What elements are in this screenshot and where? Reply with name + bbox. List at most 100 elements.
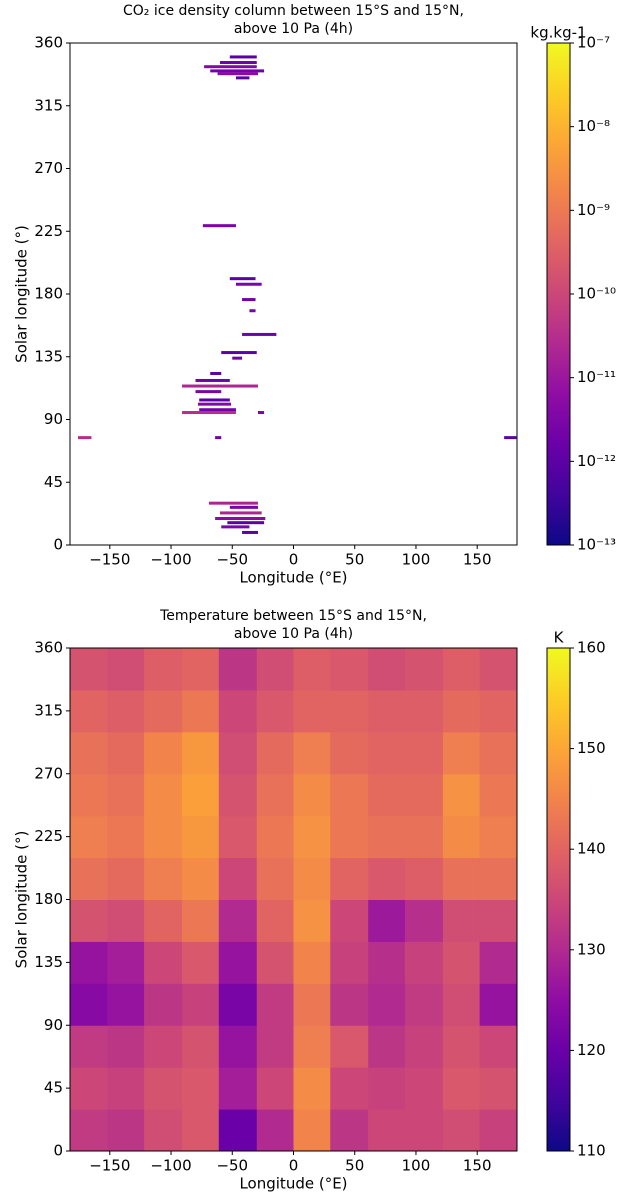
ice-segment (202, 224, 236, 228)
heat-cell (442, 689, 481, 733)
heat-cell (107, 648, 145, 691)
heat-cell (368, 731, 406, 775)
ice-segment (210, 371, 222, 375)
heat-cell (330, 648, 369, 691)
heat-cell (293, 1025, 331, 1068)
heat-cell (330, 689, 369, 733)
chart-title: above 10 Pa (4h) (234, 21, 353, 37)
colorbar-label: K (554, 629, 565, 647)
heat-cell (293, 731, 331, 775)
heat-cell (107, 815, 145, 859)
heat-cell (442, 857, 481, 900)
chart-title: above 10 Pa (4h) (234, 626, 353, 642)
heat-cell (479, 941, 518, 984)
y-tick-label: 315 (34, 96, 63, 114)
y-axis-label: Solar longitude (°) (13, 225, 31, 363)
ice-segment (227, 521, 265, 525)
heat-cell (70, 899, 108, 942)
heat-cell (404, 773, 444, 817)
ice-segment (220, 61, 257, 65)
colorbar-tick-label: 10⁻⁸ (577, 117, 610, 135)
colorbar-tick-label: 140 (577, 840, 606, 858)
heat-cell (293, 689, 331, 733)
heat-cell (107, 983, 145, 1026)
heat-cell (404, 815, 444, 859)
heat-cell (330, 941, 369, 984)
heat-cell (144, 1067, 183, 1110)
heat-cell (479, 689, 518, 733)
heat-cell (330, 773, 369, 817)
x-axis-label: Longitude (°E) (239, 569, 347, 587)
heat-cell (70, 983, 108, 1026)
heat-cell (218, 1109, 258, 1152)
chart-title: CO₂ ice density column between 15°S and … (123, 3, 464, 19)
y-tick-label: 90 (44, 410, 63, 428)
heat-cell (293, 899, 331, 942)
ice-segment (229, 55, 257, 59)
heat-cell (144, 941, 183, 984)
colorbar-tick-label: 10⁻¹⁰ (577, 285, 616, 303)
x-tick-label: 0 (289, 1157, 299, 1175)
heat-cell (404, 648, 444, 691)
heat-cell (144, 899, 183, 942)
heat-cell (368, 815, 406, 859)
heat-cell (107, 941, 145, 984)
heat-cell (368, 899, 406, 942)
ice-segment (221, 351, 257, 355)
heat-cell (404, 1109, 444, 1152)
heat-cell (404, 857, 444, 900)
heat-cell (368, 941, 406, 984)
ice-segment (197, 402, 232, 406)
heat-cell (70, 941, 108, 984)
y-tick-label: 225 (34, 827, 63, 845)
heat-cell (182, 689, 220, 733)
x-tick-label: 100 (402, 1157, 431, 1175)
colorbar (546, 647, 571, 1152)
heat-cell (442, 773, 481, 817)
heat-cell (404, 1067, 444, 1110)
heat-cell (330, 815, 369, 859)
y-tick-label: 135 (34, 953, 63, 971)
heat-cell (256, 773, 294, 817)
subplot: Temperature between 15°S and 15°N, above … (13, 608, 606, 1193)
ice-segment (242, 332, 277, 336)
ice-segment (195, 378, 230, 382)
heat-cell (218, 773, 258, 817)
heat-cell (70, 689, 108, 733)
colorbar-tick-label: 10⁻⁷ (577, 34, 610, 52)
y-tick-label: 270 (34, 764, 63, 782)
ice-segment (249, 309, 256, 313)
heat-cell (218, 815, 258, 859)
heat-cell (368, 773, 406, 817)
colorbar-tick-label: 10⁻¹¹ (577, 368, 616, 386)
heat-cell (70, 1067, 108, 1110)
x-tick-label: 50 (345, 1157, 364, 1175)
heat-cell (256, 731, 294, 775)
x-tick-label: −100 (150, 551, 191, 569)
heat-cell (256, 815, 294, 859)
heat-cell (218, 1025, 258, 1068)
x-tick-label: −50 (216, 551, 248, 569)
heat-cell (70, 731, 108, 775)
heat-cell (182, 815, 220, 859)
x-tick-label: −50 (216, 1157, 248, 1175)
colorbar-label: kg.kg-1 (530, 24, 586, 42)
heat-cell (144, 773, 183, 817)
colorbar-tick-label: 150 (577, 739, 606, 757)
heat-cell (479, 648, 518, 691)
ice-segment (221, 525, 250, 529)
ice-segment (232, 356, 243, 360)
heat-cell (368, 1025, 406, 1068)
y-tick-label: 180 (34, 285, 63, 303)
heat-cell (293, 941, 331, 984)
heat-cell (404, 731, 444, 775)
ice-segment (504, 436, 517, 440)
ice-segment (208, 501, 258, 505)
heat-cell (479, 1109, 518, 1152)
heat-cell (218, 899, 258, 942)
x-tick-label: 100 (402, 551, 431, 569)
heat-cell (330, 1025, 369, 1068)
heat-cell (256, 1067, 294, 1110)
heat-cell (107, 773, 145, 817)
heat-cell (107, 899, 145, 942)
